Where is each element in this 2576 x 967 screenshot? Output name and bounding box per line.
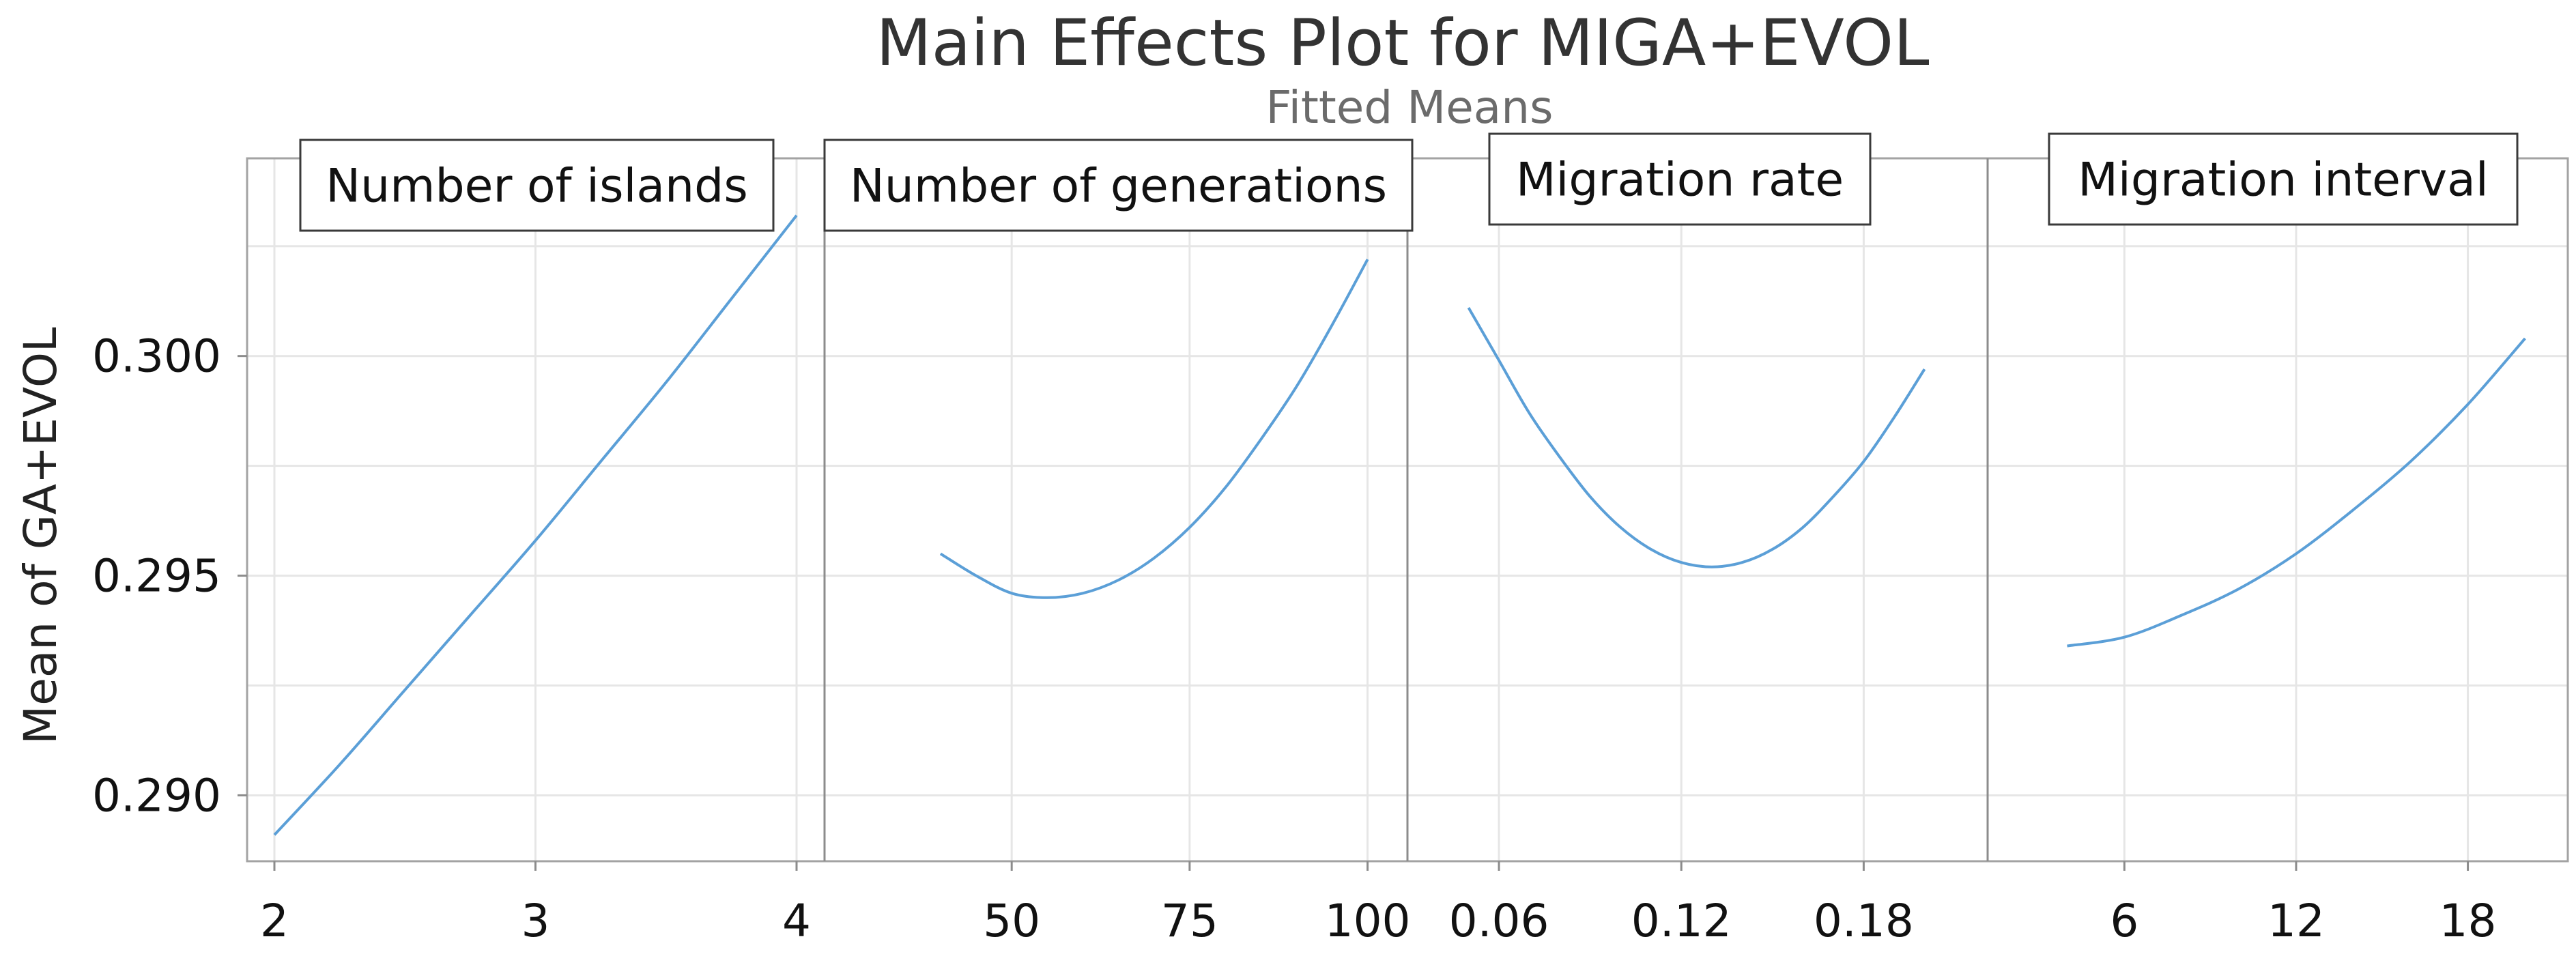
x-tick-label: 0.06 <box>1449 895 1549 947</box>
x-tick-label: 50 <box>983 895 1040 947</box>
x-tick-label: 4 <box>782 895 811 947</box>
plot-area: 0.290 0.295 0.300 2 3 4 Number of islands 50 75 1… <box>92 132 2569 947</box>
y-axis-label: Mean of GA+EVOL <box>14 327 67 745</box>
x-tick-label: 2 <box>260 895 289 947</box>
x-tick-label: 6 <box>2110 895 2138 947</box>
panel-header-label: Migration rate <box>1516 154 1844 207</box>
chart-subtitle: Fitted Means <box>1266 81 1554 134</box>
panel-header-label: Number of islands <box>326 160 748 214</box>
panel-header <box>299 139 775 232</box>
panel-header <box>823 139 1414 232</box>
x-tick-label: 0.12 <box>1631 895 1732 947</box>
x-tick-label: 18 <box>2439 895 2497 947</box>
fitted-mean-curve <box>1467 306 1926 568</box>
panel-header-label: Number of generations <box>850 160 1387 214</box>
x-tick-label: 12 <box>2267 895 2325 947</box>
chart-title: Main Effects Plot for MIGA+EVOL <box>876 6 1930 81</box>
fitted-mean-curve <box>2067 337 2526 648</box>
panel-header-label: Migration interval <box>2078 154 2488 207</box>
fitted-mean-curve <box>273 214 798 836</box>
y-tick-label: 0.295 <box>92 550 221 603</box>
x-tick-label: 100 <box>1325 895 1411 947</box>
y-tick-label: 0.300 <box>92 330 221 383</box>
x-tick-label: 3 <box>521 895 550 947</box>
panel-header <box>2048 132 2519 226</box>
x-tick-label: 75 <box>1161 895 1218 947</box>
y-tick-label: 0.290 <box>92 769 221 822</box>
x-tick-label: 0.18 <box>1814 895 1914 947</box>
fitted-mean-curve <box>939 259 1369 599</box>
panel-header <box>1488 132 1872 226</box>
